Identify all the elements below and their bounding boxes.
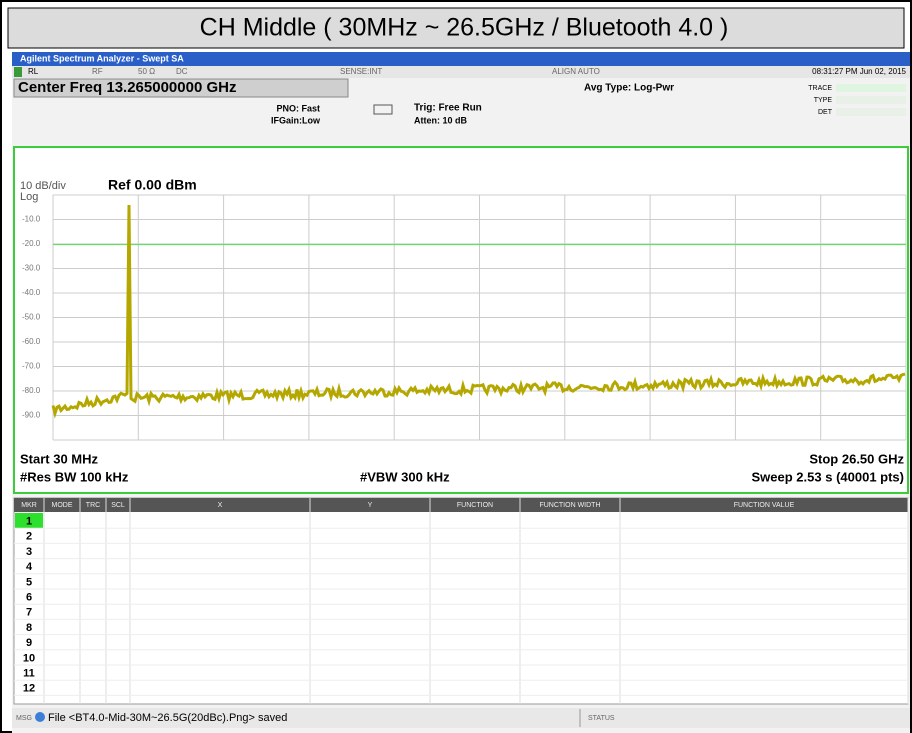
- column-header: Y: [368, 502, 373, 509]
- coupling: DC: [176, 67, 188, 76]
- msg-icon: [35, 712, 45, 722]
- impedance: 50 Ω: [138, 67, 155, 76]
- vbw: #VBW 300 kHz: [360, 469, 450, 484]
- sense: SENSE:INT: [340, 67, 382, 76]
- avg-type: Avg Type: Log-Pwr: [584, 83, 674, 94]
- center-freq: Center Freq 13.265000000 GHz: [18, 79, 236, 96]
- status-row: [12, 66, 910, 78]
- marker-number: 3: [26, 546, 32, 558]
- det-label: DET: [818, 109, 833, 116]
- trace-indicator: [836, 84, 906, 92]
- y-label: -60.0: [22, 337, 41, 346]
- rbw: #Res BW 100 kHz: [20, 469, 129, 484]
- det-indicator: [836, 108, 906, 116]
- column-header: FUNCTION: [457, 502, 493, 509]
- y-label: -30.0: [22, 264, 41, 273]
- marker-number: 11: [23, 668, 35, 680]
- msg-label: MSG: [16, 715, 32, 722]
- y-label: -20.0: [22, 239, 41, 248]
- type-label: TYPE: [814, 97, 833, 104]
- y-label: -50.0: [22, 313, 41, 322]
- trace-label: TRACE: [808, 85, 832, 92]
- column-header: MODE: [52, 502, 73, 509]
- status-icon: [14, 67, 22, 77]
- marker-number: 8: [26, 622, 32, 634]
- message: File <BT4.0-Mid-30M~26.5G(20dBc).Png> sa…: [48, 712, 287, 724]
- scale: 10 dB/div: [20, 180, 66, 192]
- marker-number: 12: [23, 683, 35, 695]
- column-header: MKR: [21, 502, 37, 509]
- center-freq-box: [13, 78, 349, 98]
- marker-rows: MKR MODE TRC SCL X Y FUNCTION FUNCTION WIDTH FUN…: [14, 498, 909, 704]
- rl: RL: [28, 67, 39, 76]
- align: ALIGN AUTO: [552, 67, 600, 76]
- column-header: FUNCTION WIDTH: [539, 502, 600, 509]
- start-freq: Start 30 MHz: [20, 451, 99, 466]
- y-label: -40.0: [22, 288, 41, 297]
- datetime: 08:31:27 PM Jun 02, 2015: [812, 67, 906, 76]
- rf: RF: [92, 67, 103, 76]
- marker-number: 5: [26, 576, 32, 588]
- marker-number: 4: [26, 561, 33, 573]
- trace: [51, 204, 906, 419]
- pno: PNO: Fast: [276, 103, 320, 113]
- trig: Trig: Free Run: [414, 103, 482, 114]
- marker-number: 9: [26, 637, 32, 649]
- y-label: -70.0: [22, 362, 41, 371]
- marker-header: [14, 498, 908, 512]
- status-label: STATUS: [588, 715, 615, 722]
- title-bar: [7, 7, 905, 49]
- y-label: -80.0: [22, 386, 41, 395]
- column-header: FUNCTION VALUE: [734, 502, 795, 509]
- stop-freq: Stop 26.50 GHz: [809, 451, 904, 466]
- column-header: X: [218, 502, 223, 509]
- type-indicator: [836, 96, 906, 104]
- column-header: TRC: [86, 502, 100, 509]
- selected-row: [15, 513, 43, 529]
- marker-number: 7: [26, 607, 32, 619]
- marker-number: 6: [26, 592, 32, 604]
- marker-number: 1: [26, 516, 32, 528]
- marker-table: [13, 497, 909, 705]
- y-label: -90.0: [22, 411, 41, 420]
- footer-bar: [12, 708, 910, 728]
- log: Log: [20, 191, 38, 203]
- page-title: CH Middle ( 30MHz ~ 26.5GHz / Bluetooth …: [200, 14, 729, 42]
- y-label: -10.0: [22, 215, 41, 224]
- trig-icon: [373, 104, 393, 115]
- graticule: -10.0 -20.0 -30.0 -40.0 -50.0 -60.0 -70.0 -80.0…: [22, 194, 907, 441]
- column-header: SCL: [111, 502, 125, 509]
- ref-level: Ref 0.00 dBm: [108, 177, 197, 193]
- marker-number: 10: [23, 652, 35, 664]
- atten: Atten: 10 dB: [414, 115, 468, 125]
- ifgain: IFGain:Low: [271, 115, 321, 125]
- window-titlebar: [12, 52, 910, 66]
- marker-number: 2: [26, 531, 32, 543]
- window-title: Agilent Spectrum Analyzer - Swept SA: [20, 53, 184, 63]
- plot-panel: [13, 146, 909, 494]
- sweep: Sweep 2.53 s (40001 pts): [752, 469, 904, 484]
